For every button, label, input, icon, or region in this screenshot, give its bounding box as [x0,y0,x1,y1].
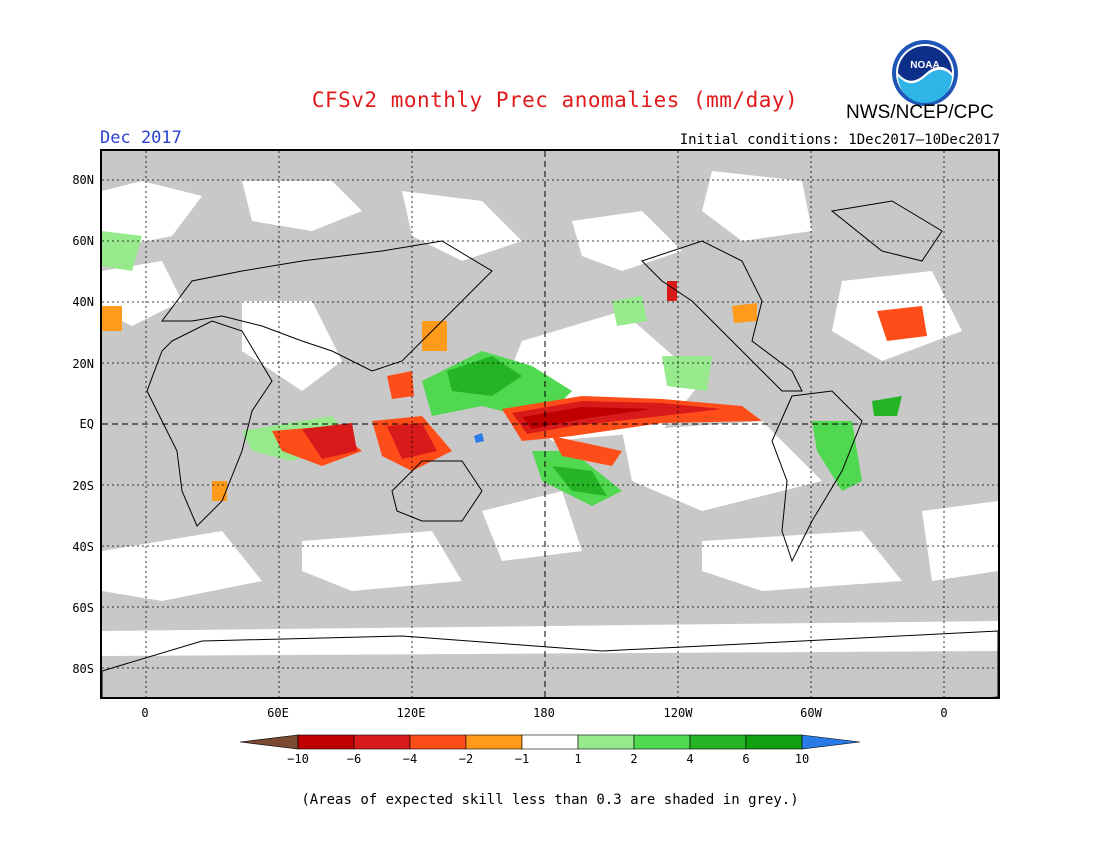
colorbar-label-2: 2 [630,752,638,766]
lon-label-120e: 120E [396,706,426,720]
lat-label-20n: 20N [72,357,94,371]
forecast-month: Dec 2017 [100,128,182,148]
lon-label-120w: 120W [663,706,693,720]
colorbar-cell-dry-extreme [240,734,299,750]
lat-label-40s: 40S [72,540,94,554]
map-svg [102,151,998,697]
colorbar-label-neg10: −10 [287,752,309,766]
colorbar-cell-wet-1-2 [577,734,635,750]
anomaly-map [100,149,1000,699]
dry-anomaly-areas [102,281,927,501]
colorbar-label-1: 1 [574,752,582,766]
extreme-wet-spot [474,433,484,443]
colorbar-cell-wet-extreme [801,734,861,750]
skill-footnote: (Areas of expected skill less than 0.3 a… [301,792,799,808]
lat-label-80s: 80S [72,662,94,676]
initial-conditions: Initial conditions: 1Dec2017–10Dec2017 [679,132,1000,148]
colorbar-label-4: 4 [686,752,694,766]
lon-label-0-east: 0 [940,706,948,720]
agency-label: NWS/NCEP/CPC [846,102,994,123]
colorbar-cell-wet-4-6 [689,734,747,750]
lat-label-40n: 40N [72,295,94,309]
colorbar-cell-neutral [521,734,579,750]
grid-lines [102,151,998,697]
lat-label-80n: 80N [72,173,94,187]
colorbar-label-10: 10 [794,752,810,766]
lat-label-60n: 60N [72,234,94,248]
equator-dateline [102,151,998,697]
colorbar-cell-dry-1-2 [465,734,523,750]
chart-title: CFSv2 monthly Prec anomalies (mm/day) [311,88,799,112]
colorbar-cell-dry-2-4 [409,734,467,750]
lon-label-60e: 60E [267,706,289,720]
colorbar-label-neg2: −2 [458,752,474,766]
colorbar [240,734,861,750]
lon-label-60w: 60W [800,706,822,720]
colorbar-cell-wet-6-10 [745,734,803,750]
colorbar-cell-wet-2-4 [633,734,691,750]
colorbar-cell-dry-4-6 [353,734,411,750]
colorbar-label-neg4: −4 [402,752,418,766]
lat-label-20s: 20S [72,479,94,493]
colorbar-label-6: 6 [742,752,750,766]
lat-label-eq: EQ [79,417,94,431]
colorbar-cell-dry-6-10 [297,734,355,750]
lon-label-180: 180 [533,706,555,720]
lon-label-0: 0 [141,706,149,720]
noaa-logo: NOAA [890,38,960,108]
svg-text:NOAA: NOAA [910,60,939,71]
colorbar-label-neg6: −6 [346,752,362,766]
coastlines [102,200,998,697]
colorbar-label-neg1: −1 [514,752,530,766]
lat-label-60s: 60S [72,601,94,615]
